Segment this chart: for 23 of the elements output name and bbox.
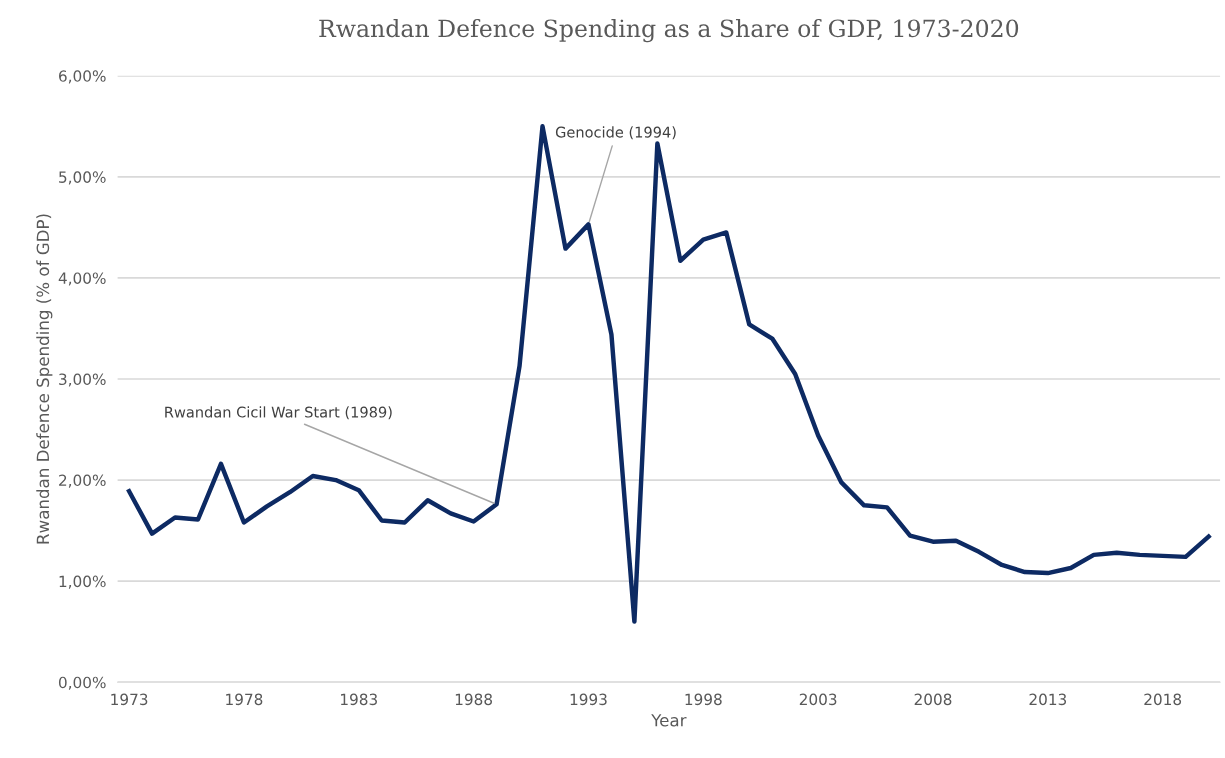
x-tick-label: 2008 <box>914 693 952 706</box>
x-tick-label: 1998 <box>685 693 722 706</box>
line-series <box>126 124 1211 624</box>
x-tick-label: 2018 <box>1144 693 1182 706</box>
x-tick-label: 1973 <box>111 693 148 706</box>
y-tick-label: 1,00% <box>59 575 106 589</box>
y-tick-label: 4,00% <box>58 272 106 286</box>
y-tick-label: 0,00% <box>58 676 106 690</box>
annotation: Genocide (1994) <box>555 126 676 140</box>
y-tick-label: 3,00% <box>59 373 106 387</box>
annotation: Rwandan Cicil War Start (1989) <box>165 406 392 420</box>
x-tick-label: 2003 <box>799 693 837 706</box>
y-tick-label: 2,00% <box>59 474 106 488</box>
x-tick-label: 1993 <box>570 693 607 706</box>
x-tick-label: 1983 <box>341 693 377 706</box>
chart-title: Rwandan Defence Spending as a Share of GDP, 1973-2020 <box>319 18 1019 43</box>
x-tick-label: 1978 <box>226 693 263 706</box>
y-axis-title: Rwandan Defence Spending (% of GDP) <box>36 214 53 544</box>
x-tick-label: 2013 <box>1029 693 1067 706</box>
y-tick-label: 6,00% <box>59 70 106 84</box>
x-axis-title: Year <box>651 714 687 727</box>
x-tick-label: 1988 <box>455 693 493 706</box>
y-tick-label: 5,00% <box>59 171 106 185</box>
